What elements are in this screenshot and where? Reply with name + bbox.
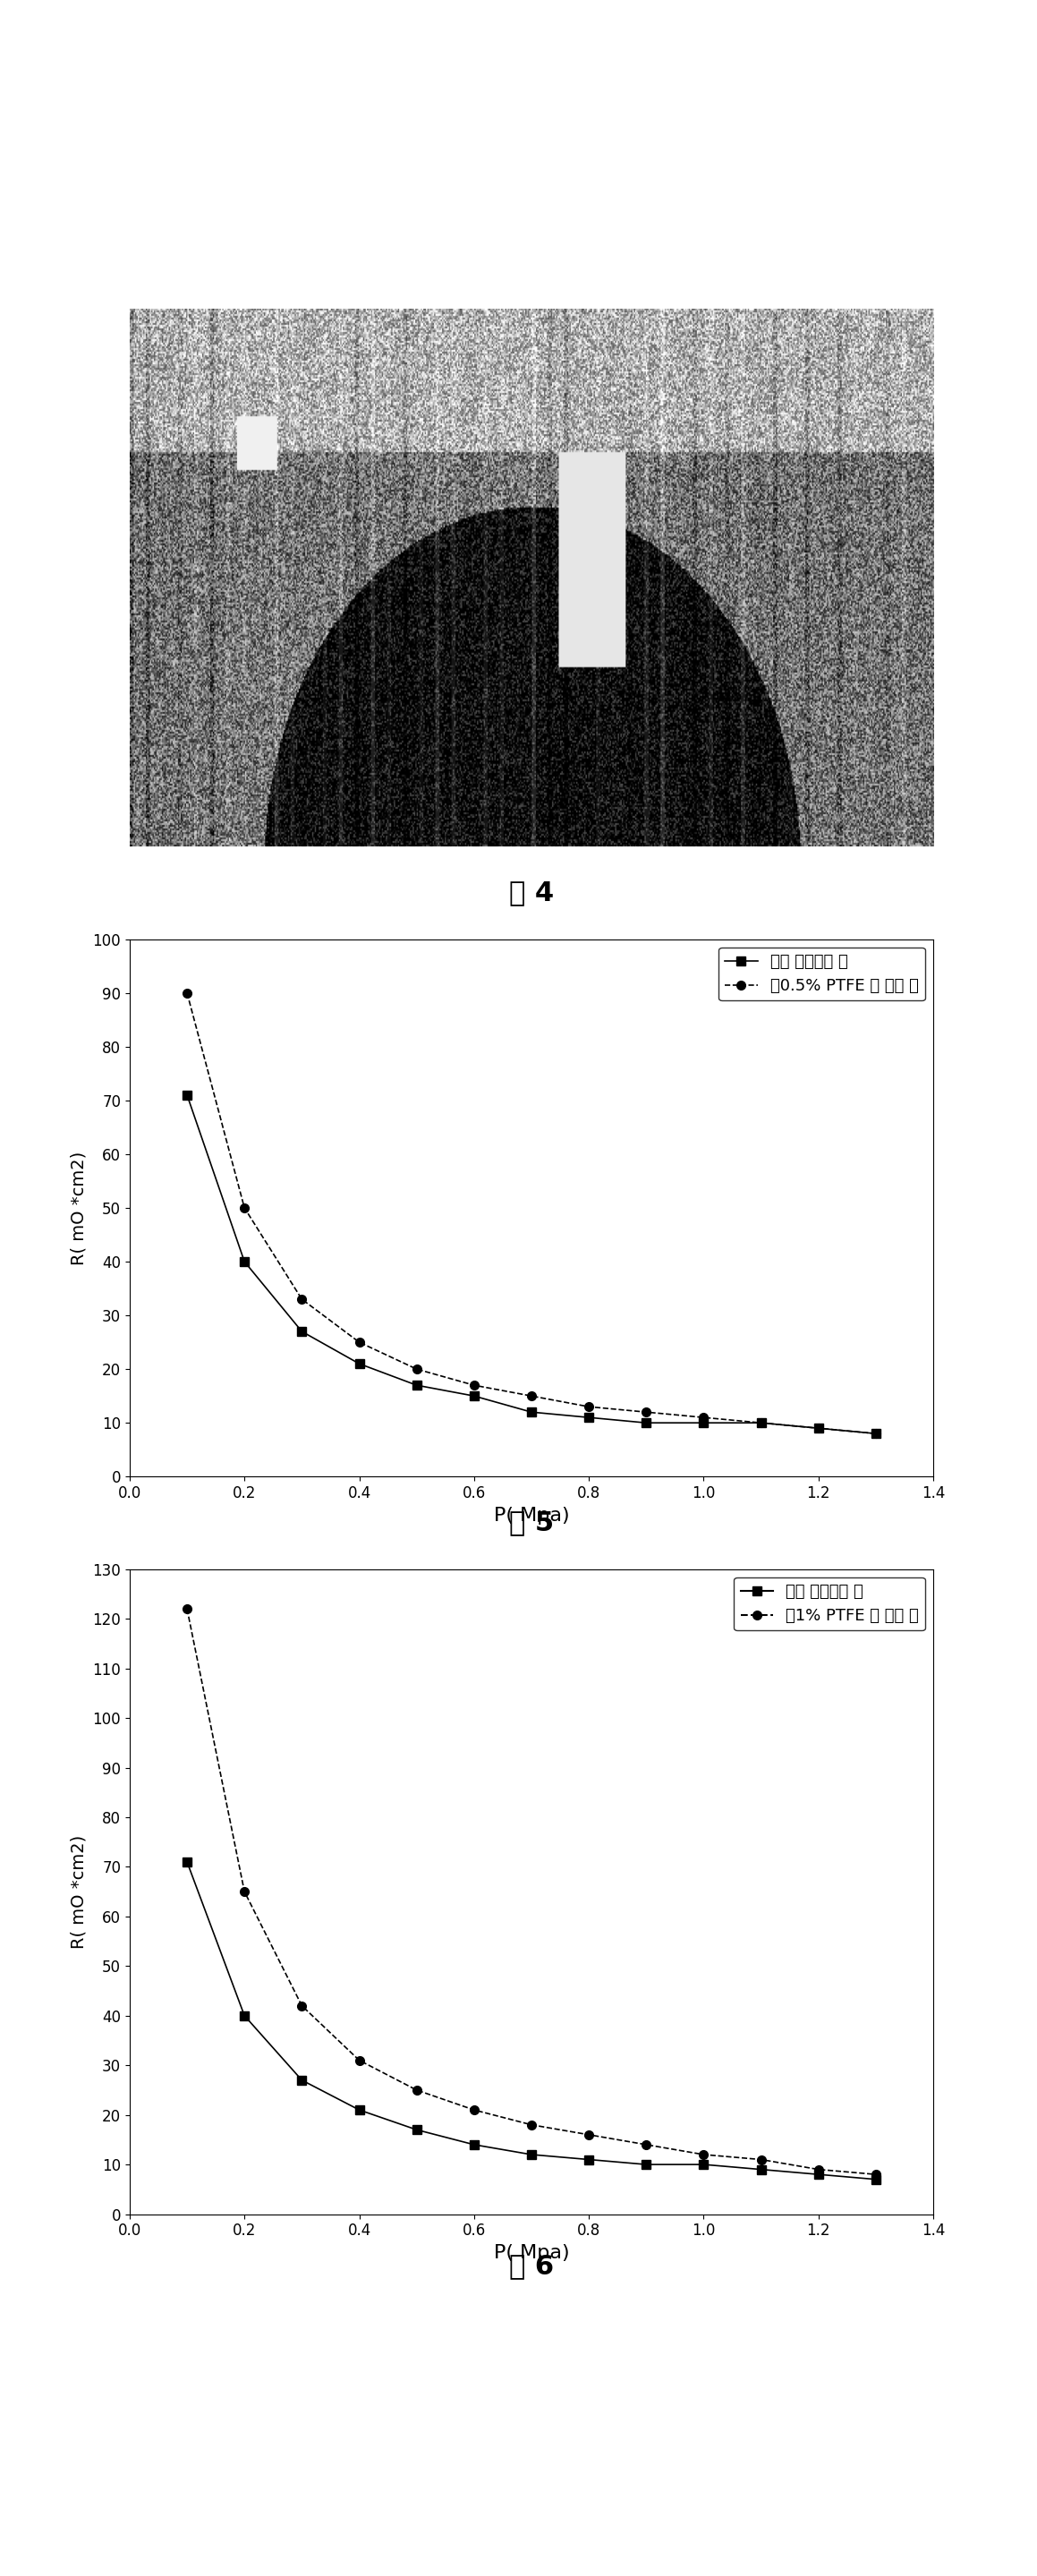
含1% PTFE 僳 水流 场 — [411, 2074, 423, 2105]
含1% PTFE 僳 水流 场 — [468, 2094, 480, 2125]
含1% PTFE 僳 水流 场 — [640, 2130, 652, 2161]
含1% PTFE 僳 水流 场 — [180, 1595, 193, 1625]
含1% PTFE 僳 水流 场 — [812, 2154, 824, 2184]
含1% PTFE 僳 水流 场 — [870, 2159, 882, 2190]
含0.5% PTFE 僳 水流 场 — [812, 1412, 824, 1443]
含1% PTFE 僳 水流 场 — [583, 2120, 595, 2151]
未僳 水处理流 场 — [353, 2094, 365, 2125]
Text: 图 4: 图 4 — [509, 881, 554, 907]
含0.5% PTFE 僳 水流 场 — [468, 1370, 480, 1401]
未僳 水处理流 场 — [640, 1406, 652, 1437]
含0.5% PTFE 僳 水流 场 — [296, 1283, 308, 1314]
未僳 水处理流 场 — [640, 2148, 652, 2179]
Y-axis label: R( mO *cm2): R( mO *cm2) — [71, 1151, 88, 1265]
Legend: 未僳 水处理流 场, 含0.5% PTFE 僳 水流 场: 未僳 水处理流 场, 含0.5% PTFE 僳 水流 场 — [719, 948, 925, 999]
含1% PTFE 僳 水流 场 — [525, 2110, 537, 2141]
含1% PTFE 僳 水流 场 — [353, 2045, 365, 2076]
含0.5% PTFE 僳 水流 场 — [755, 1406, 767, 1437]
未僳 水处理流 场 — [812, 1412, 824, 1443]
含0.5% PTFE 僳 水流 场 — [239, 1193, 251, 1224]
未僳 水处理流 场 — [698, 1406, 710, 1437]
Y-axis label: R( mO *cm2): R( mO *cm2) — [71, 1834, 87, 1947]
Legend: 未僳 水处理流 场, 含1% PTFE 僳 水流 场: 未僳 水处理流 场, 含1% PTFE 僳 水流 场 — [734, 1577, 925, 1631]
未僳 水处理流 场 — [583, 2143, 595, 2174]
未僳 水处理流 场 — [411, 2115, 423, 2146]
未僳 水处理流 场 — [870, 2164, 882, 2195]
Text: 图 5: 图 5 — [509, 1510, 554, 1535]
未僳 水处理流 场 — [296, 1316, 308, 1347]
未僳 水处理流 场 — [468, 1381, 480, 1412]
未僳 水处理流 场 — [812, 2159, 824, 2190]
未僳 水处理流 场 — [525, 2138, 537, 2169]
含1% PTFE 僳 水流 场 — [296, 1991, 308, 2022]
含0.5% PTFE 僳 水流 场 — [640, 1396, 652, 1427]
未僳 水处理流 场 — [180, 1847, 193, 1878]
未僳 水处理流 场 — [353, 1347, 365, 1378]
未僳 水处理流 场 — [468, 2130, 480, 2161]
未僳 水处理流 场 — [239, 1999, 251, 2030]
未僳 水处理流 场 — [698, 2148, 710, 2179]
未僳 水处理流 场 — [583, 1401, 595, 1432]
含0.5% PTFE 僳 水流 场 — [525, 1381, 537, 1412]
未僳 水处理流 场 — [525, 1396, 537, 1427]
Line: 未僳 水处理流 场: 未僳 水处理流 场 — [183, 1857, 880, 2184]
含0.5% PTFE 僳 水流 场 — [698, 1401, 710, 1432]
未僳 水处理流 场 — [296, 2066, 308, 2097]
含0.5% PTFE 僳 水流 场 — [583, 1391, 595, 1422]
Line: 未僳 水处理流 场: 未僳 水处理流 场 — [183, 1090, 880, 1437]
Line: 含1% PTFE 僳 水流 场: 含1% PTFE 僳 水流 场 — [183, 1605, 880, 2179]
Text: 图 6: 图 6 — [509, 2254, 554, 2280]
含0.5% PTFE 僳 水流 场 — [353, 1327, 365, 1358]
含0.5% PTFE 僳 水流 场 — [411, 1352, 423, 1383]
未僳 水处理流 场 — [755, 2154, 767, 2184]
未僳 水处理流 场 — [411, 1370, 423, 1401]
含1% PTFE 僳 水流 场 — [239, 1875, 251, 1906]
X-axis label: P( Mpa): P( Mpa) — [494, 2244, 569, 2262]
未僳 水处理流 场 — [870, 1419, 882, 1450]
未僳 水处理流 场 — [239, 1247, 251, 1278]
未僳 水处理流 场 — [180, 1079, 193, 1110]
未僳 水处理流 场 — [755, 1406, 767, 1437]
含1% PTFE 僳 水流 场 — [698, 2138, 710, 2169]
含1% PTFE 僳 水流 场 — [755, 2143, 767, 2174]
含0.5% PTFE 僳 水流 场 — [180, 976, 193, 1007]
X-axis label: P( Mpa): P( Mpa) — [494, 1507, 569, 1525]
Line: 含0.5% PTFE 僳 水流 场: 含0.5% PTFE 僳 水流 场 — [183, 989, 880, 1437]
含0.5% PTFE 僳 水流 场 — [870, 1419, 882, 1450]
